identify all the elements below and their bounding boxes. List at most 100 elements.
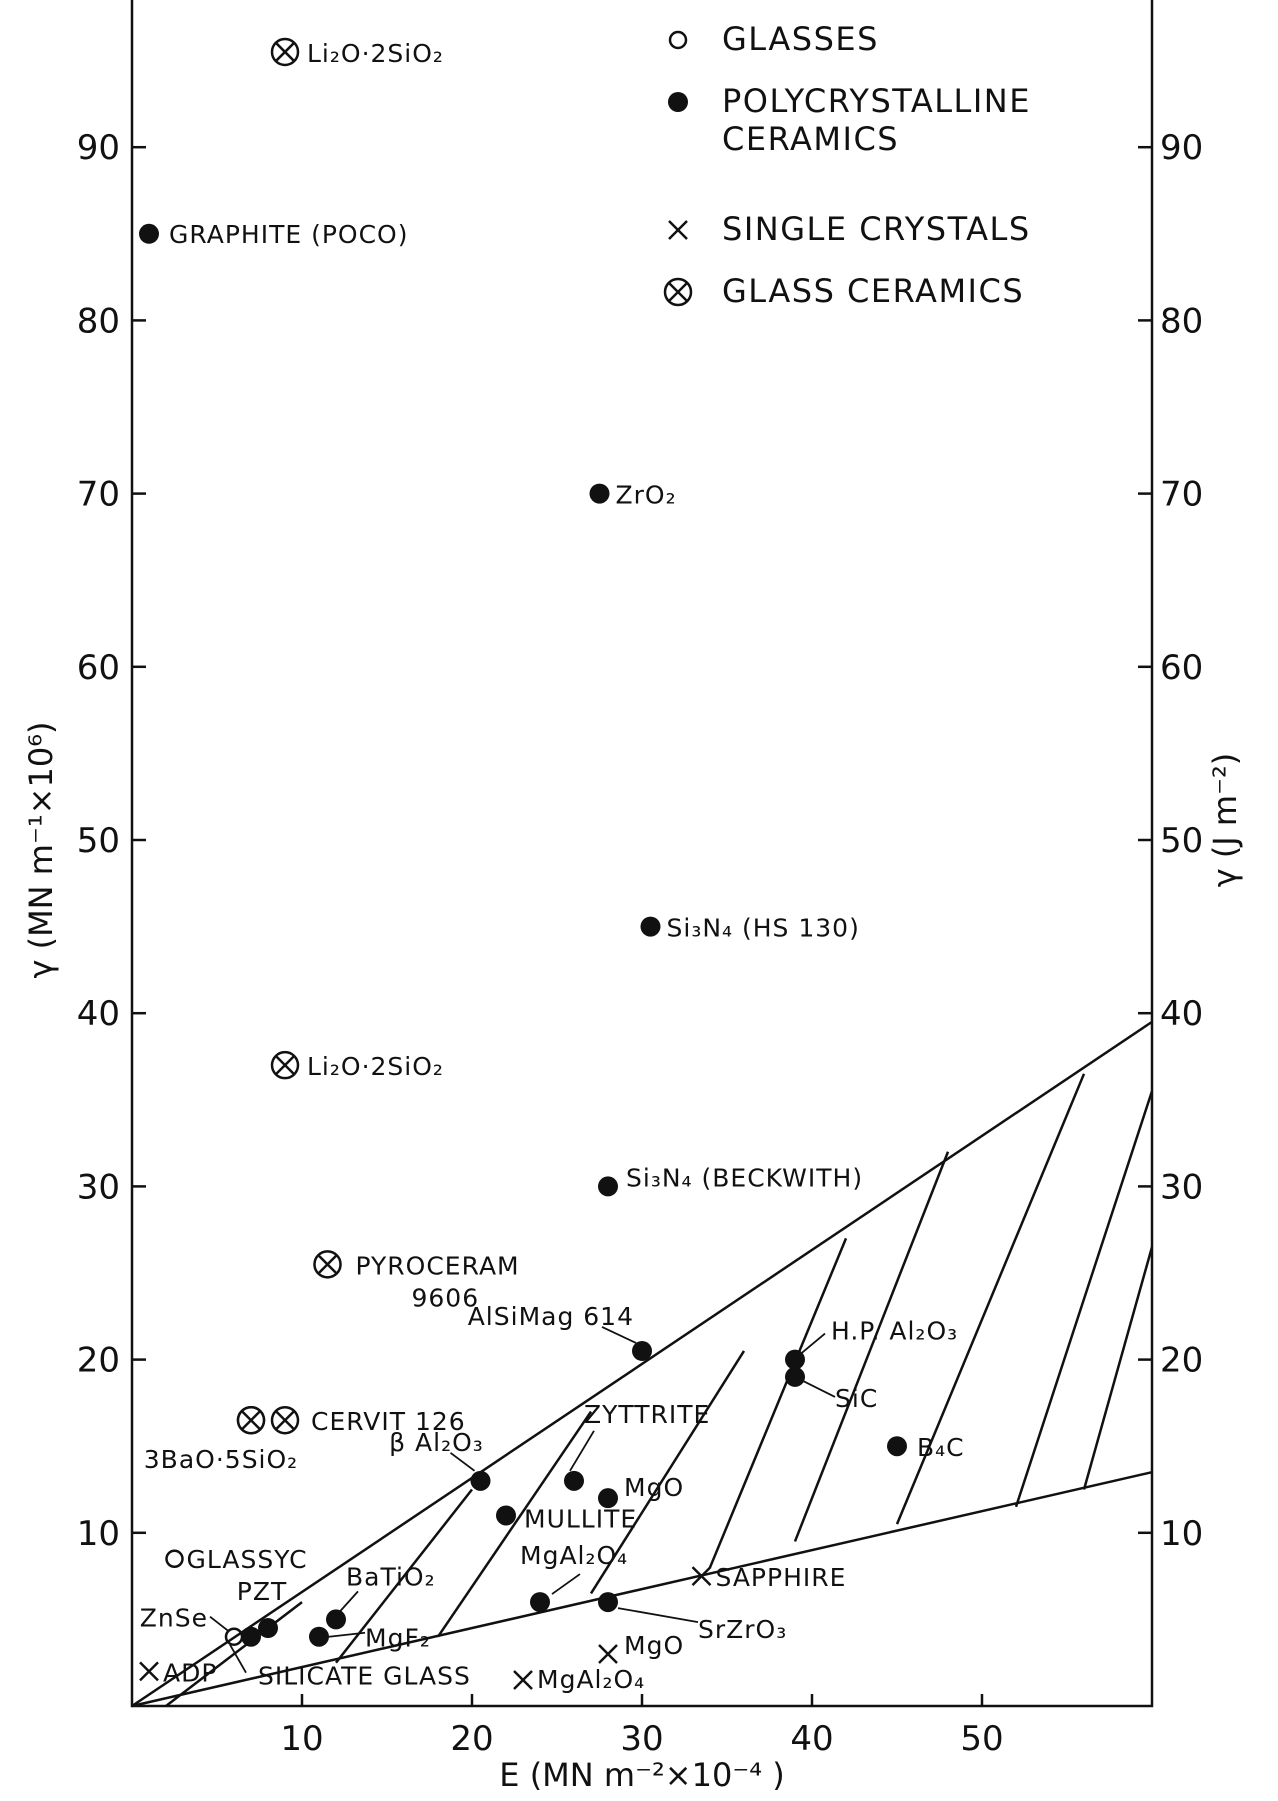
y-axis-title-left: γ (MN m⁻¹×10⁶) [22, 721, 60, 978]
x-tick-label: 20 [450, 1719, 493, 1759]
marker-glass-ceramic [270, 1405, 300, 1435]
hatch-line [895, 1073, 1086, 1525]
marker-polycrystalline-ceramic [598, 1176, 618, 1197]
leader-line [802, 1380, 836, 1398]
y-tick-label-right: 70 [1160, 475, 1203, 515]
legend-label: CERAMICS [722, 120, 899, 158]
marker-single-crystal [513, 1670, 533, 1690]
marker-polycrystalline-ceramic [258, 1618, 278, 1639]
cross-stroke [275, 1410, 295, 1431]
leader-line [449, 1452, 476, 1472]
legend-label: POLYCRYSTALLINE [722, 82, 1031, 120]
point-label: SILICATE GLASS [258, 1662, 471, 1691]
legend-label: SINGLE CRYSTALS [722, 210, 1031, 248]
point-label: Si₃N₄ (HS 130) [667, 914, 860, 943]
marker-polycrystalline-ceramic [632, 1340, 652, 1361]
leader-line [339, 1590, 359, 1613]
marker-single-crystal [598, 1644, 618, 1664]
legend-label: GLASSES [722, 20, 879, 58]
y-tick-label-left: 90 [77, 128, 120, 168]
hatch-line [1082, 1246, 1154, 1490]
marker-polycrystalline-ceramic [470, 1470, 491, 1491]
cross-stroke [139, 1661, 159, 1682]
y-tick-label-right: 20 [1160, 1341, 1203, 1381]
point-label: SiC [835, 1384, 878, 1413]
point-label: Si₃N₄ (BECKWITH) [626, 1163, 863, 1192]
point-label: SAPPHIRE [716, 1563, 847, 1592]
x-tick-label: 40 [790, 1719, 833, 1759]
cross-stroke [598, 1644, 618, 1664]
marker-single-crystal [668, 220, 688, 240]
point-label: MULLITE [524, 1504, 637, 1533]
y-tick-label-right: 50 [1160, 821, 1203, 861]
leader-line [229, 1644, 247, 1674]
y-tick-label-right: 60 [1160, 648, 1203, 688]
point-label: PZT [237, 1577, 287, 1606]
marker-single-crystal [691, 1566, 712, 1586]
y-tick-label-right: 10 [1160, 1514, 1203, 1554]
y-tick-label-left: 30 [77, 1167, 120, 1207]
point-label: MgO [624, 1631, 684, 1660]
marker-polycrystalline-ceramic [326, 1609, 346, 1630]
hatch-line [589, 1350, 746, 1595]
label-leaders [209, 1326, 836, 1674]
marker-polycrystalline-ceramic [241, 1626, 261, 1647]
point-label: MgAl₂O₄ [537, 1665, 645, 1694]
x-axis-title: E (MN m⁻²×10⁻⁴ ) [499, 1756, 784, 1794]
hatch-line [793, 1151, 950, 1542]
axis-ticks: 10 20 30 40 50 10 10 20 20 30 30 40 40 50 50 60 60 70 70 80… [77, 128, 1204, 1759]
x-tick-label: 10 [280, 1719, 323, 1759]
y-tick-label-left: 60 [77, 648, 120, 688]
marker-polycrystalline-ceramic [589, 483, 610, 504]
leader-line [551, 1573, 581, 1595]
point-label: β Al₂O₃ [389, 1428, 484, 1457]
marker-polycrystalline-ceramic [598, 1592, 618, 1613]
point-label: GLASSYC [187, 1545, 308, 1574]
marker-polycrystalline-ceramic [309, 1626, 329, 1647]
cross-stroke [513, 1670, 533, 1690]
marker-polycrystalline-ceramic [668, 92, 688, 112]
point-label: Li₂O·2SiO₂ [307, 1052, 444, 1081]
y-tick-label-right: 30 [1160, 1167, 1203, 1207]
upper-boundary-line [131, 1020, 1153, 1708]
y-tick-label-right: 90 [1160, 128, 1203, 168]
marker-polycrystalline-ceramic [640, 916, 661, 937]
point-label: ADP [163, 1658, 217, 1687]
point-label: SrZrO₃ [698, 1615, 787, 1644]
point-label: CERVIT 126 [311, 1407, 466, 1436]
point-label: B₄C [917, 1433, 965, 1462]
cross-stroke [275, 42, 295, 62]
cross-stroke [668, 282, 688, 302]
point-label: ZnSe [140, 1604, 208, 1633]
x-tick-label: 30 [620, 1719, 663, 1759]
leader-line [601, 1326, 637, 1344]
y-tick-label-left: 80 [77, 301, 120, 341]
marker-polycrystalline-ceramic [564, 1470, 584, 1491]
marker-glass-ceramic [236, 1405, 266, 1435]
y-tick-label-left: 40 [77, 994, 120, 1034]
marker-glass [668, 30, 688, 50]
marker-polycrystalline-ceramic [496, 1505, 516, 1526]
y-tick-label-right: 80 [1160, 301, 1203, 341]
cross-stroke [241, 1410, 261, 1431]
point-label: MgAl₂O₄ [520, 1541, 628, 1570]
y-tick-label-left: 10 [77, 1514, 120, 1554]
marker-glass-ceramic [663, 277, 693, 307]
marker-glass-ceramic [270, 37, 300, 67]
point-label: 9606 [412, 1283, 480, 1312]
leader-line [800, 1332, 826, 1355]
hatch-line [708, 1237, 848, 1568]
shaded-region [131, 1020, 1154, 1708]
point-label: 3BaO·5SiO₂ [144, 1445, 298, 1474]
marker-single-crystal [139, 1661, 159, 1682]
cross-stroke [275, 1055, 295, 1076]
point-label: H.P. Al₂O₃ [831, 1317, 958, 1346]
marker-glass-ceramic [313, 1250, 342, 1279]
point-label: MgF₂ [365, 1624, 431, 1653]
cross-stroke [668, 220, 688, 240]
y-tick-label-left: 50 [77, 821, 120, 861]
point-label: ZrO₂ [616, 481, 677, 510]
leader-line [569, 1430, 595, 1472]
point-label: AlSiMag 614 [468, 1302, 634, 1331]
